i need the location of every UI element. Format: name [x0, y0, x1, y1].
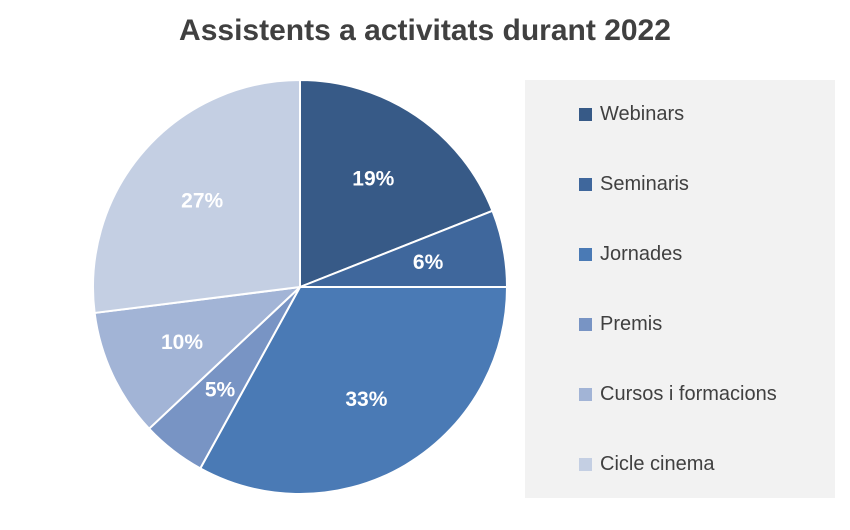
- legend-label: Jornades: [600, 242, 683, 265]
- data-label-premis: 5%: [205, 379, 236, 402]
- legend-swatch: [579, 457, 592, 471]
- legend-item-webinars: Webinars: [579, 100, 684, 128]
- legend-swatch: [579, 387, 592, 401]
- legend-item-jornades: Jornades: [579, 240, 682, 268]
- data-label-jornades: 33%: [345, 388, 387, 411]
- chart-title: Assistents a activitats durant 2022: [179, 14, 671, 47]
- legend-swatch: [579, 247, 592, 261]
- pie-slice-webinars: [299, 78, 494, 289]
- pie-slice-cursos-i-formacions: [93, 285, 303, 431]
- legend-label: Cicle cinema: [600, 452, 715, 475]
- data-label-cursos-i-formacions: 10%: [161, 331, 203, 354]
- legend-item-cicle-cinema: Cicle cinema: [579, 450, 714, 478]
- legend-label: Seminaris: [600, 172, 689, 195]
- legend-item-seminaris: Seminaris: [579, 170, 689, 198]
- legend: Webinars Seminaris Jornades Premis Curso…: [525, 80, 835, 498]
- pie-slice-cicle-cinema: [92, 78, 301, 315]
- data-label-seminaris: 6%: [413, 251, 444, 274]
- data-label-webinars: 19%: [352, 168, 394, 191]
- legend-swatch: [579, 177, 592, 191]
- pie-slice-jornades: [198, 286, 509, 495]
- legend-swatch: [579, 107, 592, 121]
- legend-label: Webinars: [600, 102, 685, 125]
- data-label-cicle-cinema: 27%: [181, 189, 223, 212]
- legend-label: Premis: [600, 312, 663, 335]
- legend-label: Cursos i formacions: [600, 382, 777, 405]
- legend-item-premis: Premis: [579, 310, 662, 338]
- legend-item-cursos-i-formacions: Cursos i formacions: [579, 380, 777, 408]
- legend-swatch: [579, 317, 592, 331]
